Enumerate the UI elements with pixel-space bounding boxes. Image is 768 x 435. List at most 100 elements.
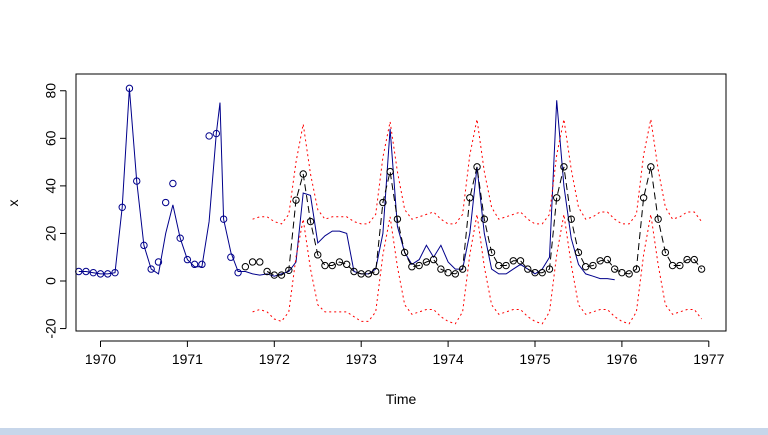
- data-point: [147, 265, 155, 273]
- data-point: [632, 265, 641, 273]
- y-axis-label: x: [5, 200, 21, 207]
- data-point: [625, 270, 633, 278]
- x-tick-label: 1975: [519, 351, 550, 367]
- data-point: [683, 255, 691, 264]
- data-point: [306, 217, 315, 226]
- data-point: [487, 248, 496, 257]
- x-axis: 1970 1971 1972 1973 1974 1975 1976 1977: [85, 340, 725, 367]
- data-point: [190, 260, 199, 269]
- data-point: [415, 261, 423, 270]
- data-point: [553, 194, 561, 202]
- data-point: [429, 255, 438, 264]
- data-point: [96, 270, 105, 278]
- data-point: [560, 163, 568, 171]
- data-point: [574, 248, 583, 257]
- data-point: [248, 258, 257, 266]
- data-point: [386, 167, 394, 176]
- data-point: [668, 261, 677, 270]
- y-tick-label: 20: [43, 225, 59, 241]
- data-point: [219, 215, 228, 223]
- x-tick-label: 1970: [85, 351, 116, 367]
- window-bottom-bar: [0, 428, 768, 435]
- x-tick-label: 1977: [693, 351, 724, 367]
- data-point: [538, 268, 546, 277]
- data-point: [495, 261, 503, 270]
- x-tick-label: 1971: [172, 351, 203, 367]
- data-point: [458, 265, 467, 273]
- x-axis-label: Time: [386, 391, 417, 407]
- series-layer: [78, 88, 702, 325]
- y-axis: -20 0 20 40 60 80: [43, 83, 67, 339]
- data-point: [125, 84, 134, 93]
- prediction-interval-line: [252, 119, 702, 225]
- data-point: [277, 271, 286, 279]
- data-point: [241, 263, 250, 271]
- data-point: [198, 260, 206, 269]
- data-point: [321, 261, 329, 270]
- data-point: [400, 248, 409, 257]
- data-point: [618, 268, 626, 277]
- data-point: [444, 268, 452, 277]
- data-point: [357, 270, 365, 278]
- data-point: [690, 255, 698, 264]
- y-tick-label: 60: [43, 130, 59, 146]
- data-point: [292, 196, 300, 204]
- data-point: [581, 263, 590, 271]
- data-point: [610, 265, 619, 273]
- y-tick-label: 40: [43, 178, 59, 194]
- data-point: [234, 268, 242, 277]
- data-point: [437, 265, 445, 273]
- data-point: [154, 258, 163, 266]
- forecast-mean-line: [266, 166, 702, 276]
- data-point: [133, 177, 141, 185]
- data-point: [342, 260, 351, 269]
- data-point: [169, 179, 177, 188]
- data-point: [697, 265, 706, 273]
- data-point: [596, 257, 604, 265]
- data-point: [654, 215, 662, 223]
- data-point: [285, 266, 293, 274]
- data-point: [299, 170, 307, 178]
- data-point: [212, 129, 221, 138]
- data-point: [676, 261, 684, 270]
- x-tick-label: 1974: [433, 351, 464, 367]
- data-point: [531, 268, 539, 277]
- data-point: [545, 265, 554, 273]
- data-point: [227, 253, 235, 261]
- data-point: [509, 257, 517, 265]
- data-point: [516, 257, 525, 265]
- data-point: [256, 258, 264, 266]
- x-tick-label: 1973: [346, 351, 377, 367]
- data-point: [270, 271, 278, 279]
- data-point: [422, 258, 431, 266]
- data-point: [661, 248, 670, 257]
- data-point: [473, 163, 481, 171]
- observed-series-line: [78, 88, 615, 281]
- data-point: [314, 251, 322, 259]
- prediction-interval-line: [252, 214, 702, 325]
- data-point: [639, 194, 648, 202]
- data-point: [379, 198, 387, 207]
- data-point: [567, 215, 575, 223]
- data-point: [176, 234, 184, 242]
- data-point: [364, 270, 373, 278]
- data-point: [118, 203, 126, 211]
- y-tick-label: 80: [43, 83, 59, 99]
- x-tick-label: 1972: [259, 351, 290, 367]
- data-point: [589, 261, 597, 270]
- data-point: [393, 215, 402, 223]
- y-tick-label: 0: [43, 277, 59, 285]
- data-point: [603, 255, 612, 264]
- data-point: [524, 265, 532, 273]
- observation-points: [75, 84, 706, 279]
- data-point: [263, 267, 271, 276]
- data-point: [183, 255, 192, 264]
- data-point: [480, 215, 489, 223]
- data-point: [82, 267, 90, 276]
- data-point: [205, 132, 213, 140]
- data-point: [466, 194, 474, 202]
- plot-box: [75, 73, 727, 332]
- y-tick-label: -20: [43, 318, 59, 338]
- x-tick-label: 1976: [606, 351, 637, 367]
